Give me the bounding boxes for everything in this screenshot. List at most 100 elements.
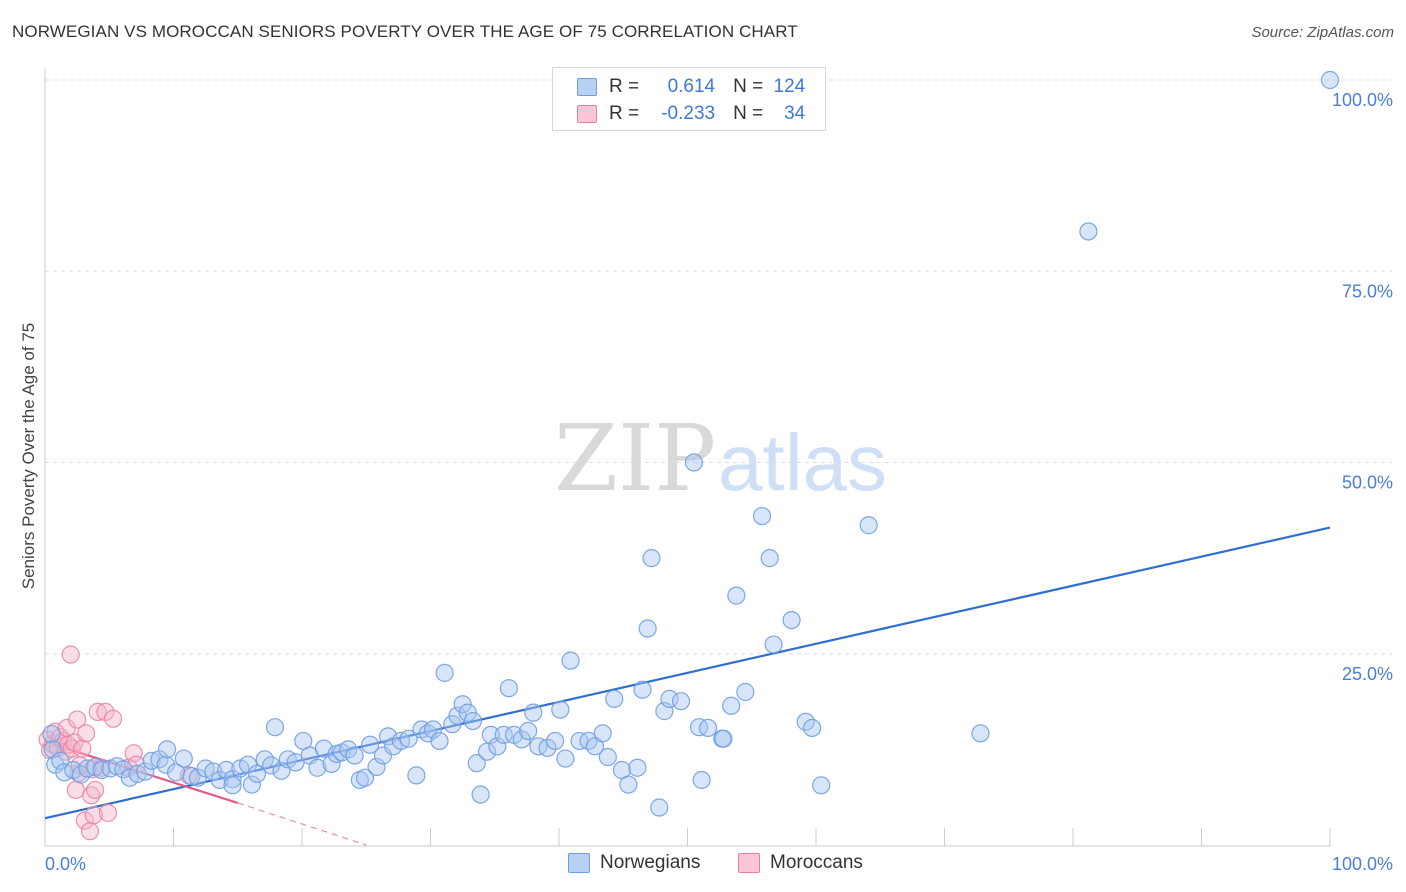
point-norwegians [1079,222,1098,241]
legend-swatch-pink [577,105,597,123]
legend-row-moroccans: R = -0.233 N = 34 [553,101,805,127]
point-norwegians [499,679,518,698]
point-norwegians [760,549,779,568]
point-moroccans [98,803,118,822]
point-norwegians [188,768,208,787]
correlation-legend: R = 0.614 N = 124 R = -0.233 N = 34 [552,67,826,131]
point-norwegians [156,755,175,774]
point-norwegians [423,720,443,739]
point-norwegians [529,737,548,756]
legend-r-label: R = [609,103,640,124]
point-norwegians [223,776,242,795]
y-axis-label: Seniors Poverty Over the Age of 75 [19,323,38,589]
point-norwegians [619,775,638,794]
point-norwegians [692,770,711,790]
legend-n-label: N = [733,76,764,97]
source-label: Source: ZipAtlas.com [1251,24,1394,41]
point-norwegians [217,760,236,780]
point-moroccans [104,709,123,728]
point-norwegians [361,735,380,754]
point-norwegians [42,724,61,744]
point-norwegians [247,764,267,783]
point-norwegians [463,711,483,731]
point-norwegians [752,506,772,526]
point-norwegians [660,689,679,708]
point-norwegians [136,762,155,781]
point-norwegians [308,758,327,777]
series-swatch-pink [738,853,760,873]
point-norwegians [546,731,565,751]
point-norwegians [764,635,783,654]
series-legend-moroccans[interactable]: Moroccans [738,852,863,874]
point-moroccans [77,724,96,743]
point-norwegians [628,758,647,777]
x-tick-label: 100.0% [1332,854,1393,874]
point-norwegians [859,516,878,535]
point-norwegians [477,742,497,761]
point-moroccans [61,645,80,664]
point-norwegians [736,682,755,702]
y-tick-label: 25.0% [1342,664,1393,684]
point-moroccans [73,739,92,758]
legend-n-value: 34 [784,103,806,124]
watermark-zip: ZIP [554,405,716,512]
trendline-moroccans [44,740,239,804]
point-norwegians [561,651,580,670]
y-tick-label: 100.0% [1332,90,1393,110]
point-moroccans [68,710,87,729]
axes [44,68,1331,847]
tick-labels: 25.0% 50.0% 75.0% 100.0% 0.0% 100.0% [45,90,1393,874]
point-norwegians [538,738,557,757]
legend-n-label: N = [733,103,764,124]
trendline-norwegians [44,526,1331,820]
point-norwegians [262,756,281,775]
point-moroccans [86,780,105,800]
point-norwegians [524,703,543,722]
trend-lines [44,526,1331,846]
point-norwegians [407,766,426,785]
legend-row-norwegians: R = 0.614 N = 124 [553,74,805,100]
point-moroccans [66,780,85,800]
series-legend: Norwegians Moroccans [0,852,1406,878]
series-label-norwegians: Norwegians [600,852,701,873]
legend-n-value: 124 [773,76,806,97]
point-norwegians [78,759,97,778]
chart-title: NORWEGIAN VS MOROCCAN SENIORS POVERTY OV… [12,22,798,41]
point-norwegians [803,718,822,738]
point-norwegians [174,749,193,768]
point-norwegians [182,767,201,786]
point-norwegians [467,754,486,773]
trendline-moroccans-extension [237,802,367,846]
point-norwegians [399,729,418,748]
point-norwegians [471,785,490,804]
point-norwegians [322,754,341,774]
point-norwegians [142,751,161,770]
point-norwegians [494,725,513,744]
point-norwegians [488,737,507,756]
point-norwegians [345,746,364,765]
point-norwegians [272,761,291,780]
legend-swatch-blue [577,78,597,96]
point-moroccans [88,702,107,721]
point-moroccans [84,806,103,825]
point-norwegians [642,549,661,568]
series-swatch-blue [568,853,590,873]
point-norwegians [782,610,801,630]
point-norwegians [481,725,500,744]
data-points [38,70,1340,841]
x-tick-label: 0.0% [45,854,86,874]
series-label-moroccans: Moroccans [770,852,863,873]
point-norwegians [650,798,669,817]
point-norwegians [157,740,177,759]
point-norwegians [722,696,741,715]
y-tick-label: 50.0% [1342,473,1393,493]
point-norwegians [367,757,386,777]
point-norwegians [435,663,454,682]
series-legend-norwegians[interactable]: Norwegians [568,852,700,874]
point-norwegians [593,724,612,743]
point-norwegians [638,619,657,638]
legend-r-value: -0.233 [661,103,716,124]
point-moroccans [75,811,94,830]
point-norwegians [519,721,538,741]
